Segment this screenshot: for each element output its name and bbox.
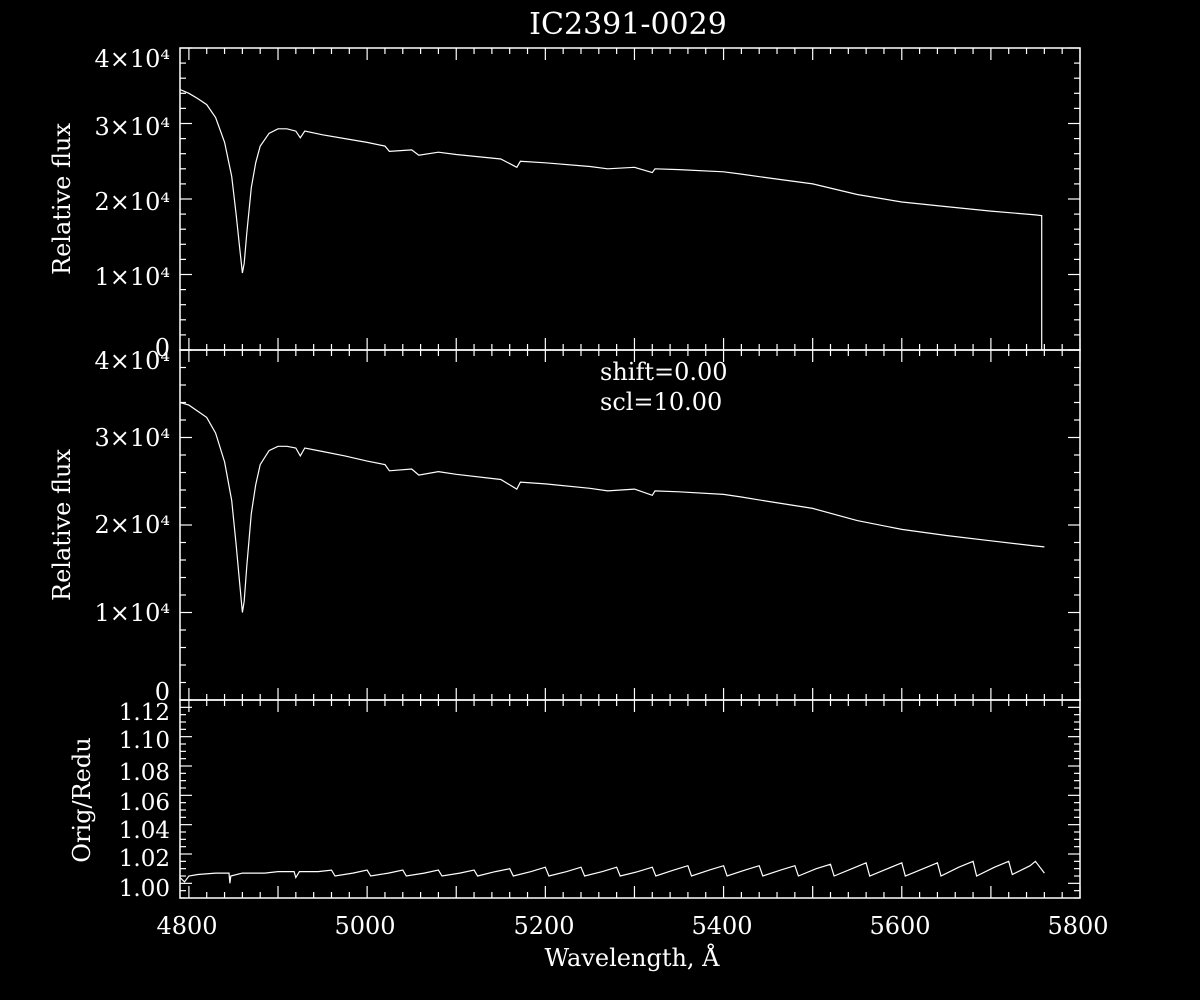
bottom-y-tick-label-5: 1.10 — [119, 728, 170, 754]
bottom-y-tick-label-2: 1.04 — [119, 818, 170, 844]
bottom-panel-frame — [179, 699, 1081, 899]
ratio-line — [179, 860, 1045, 884]
top-ticks — [180, 47, 1081, 351]
x-tick-label-5600: 5600 — [869, 912, 930, 940]
x-tick-label-5400: 5400 — [691, 912, 752, 940]
bottom-y-tick-label-3: 1.06 — [119, 790, 170, 816]
bottom-ticks — [180, 699, 1081, 899]
x-tick-label-4800: 4800 — [156, 912, 217, 940]
middle-y-tick-label-2: 2×10⁴ — [94, 511, 170, 539]
bottom-panel: Orig/Redu 1.00 1.02 1.04 1.06 1.08 1.10 … — [68, 699, 1109, 972]
top-y-tick-label-1: 1×10⁴ — [94, 263, 170, 291]
middle-y-tick-label-3: 3×10⁴ — [94, 424, 170, 452]
top-panel-frame — [179, 47, 1081, 351]
figure-title: IC2391-0029 — [529, 7, 727, 42]
top-y-tick-label-4: 4×10⁴ — [94, 45, 170, 73]
x-tick-label-5800: 5800 — [1047, 912, 1108, 940]
middle-panel: Relative flux shift=0.00 scl=10.00 0 1×1… — [48, 347, 1081, 706]
middle-ticks — [180, 349, 1081, 701]
middle-y-tick-label-4: 4×10⁴ — [94, 347, 170, 375]
shift-annotation: shift=0.00 — [600, 358, 728, 386]
bottom-y-tick-labels: 1.00 1.02 1.04 1.06 1.08 1.10 1.12 — [119, 700, 170, 902]
middle-y-tick-labels: 0 1×10⁴ 2×10⁴ 3×10⁴ 4×10⁴ — [94, 347, 170, 706]
middle-y-tick-label-1: 1×10⁴ — [94, 599, 170, 627]
bottom-y-axis-label: Orig/Redu — [68, 737, 96, 862]
bottom-y-tick-label-6: 1.12 — [119, 700, 170, 726]
scale-annotation: scl=10.00 — [600, 388, 722, 416]
top-y-axis-label: Relative flux — [48, 123, 76, 275]
top-y-tick-labels: 0 1×10⁴ 2×10⁴ 3×10⁴ 4×10⁴ — [94, 45, 170, 362]
x-tick-labels: 4800 5000 5200 5400 5600 5800 — [156, 912, 1108, 940]
x-axis-label: Wavelength, Å — [544, 943, 720, 972]
top-spectrum-line — [179, 88, 1043, 350]
top-y-tick-label-3: 3×10⁴ — [94, 113, 170, 141]
bottom-y-tick-label-0: 1.00 — [119, 876, 170, 902]
x-tick-label-5200: 5200 — [513, 912, 574, 940]
bottom-y-tick-label-4: 1.08 — [119, 760, 170, 786]
middle-y-axis-label: Relative flux — [48, 449, 76, 601]
x-tick-label-5000: 5000 — [334, 912, 395, 940]
bottom-y-tick-label-1: 1.02 — [119, 846, 170, 872]
top-y-tick-label-2: 2×10⁴ — [94, 188, 170, 216]
middle-y-tick-label-0: 0 — [155, 678, 170, 706]
middle-spectrum-line — [179, 401, 1045, 613]
top-panel: Relative flux 0 1×10⁴ 2×10⁴ 3×10⁴ 4×10⁴ — [48, 45, 1081, 362]
top-y-tick-label-0: 0 — [155, 334, 170, 362]
